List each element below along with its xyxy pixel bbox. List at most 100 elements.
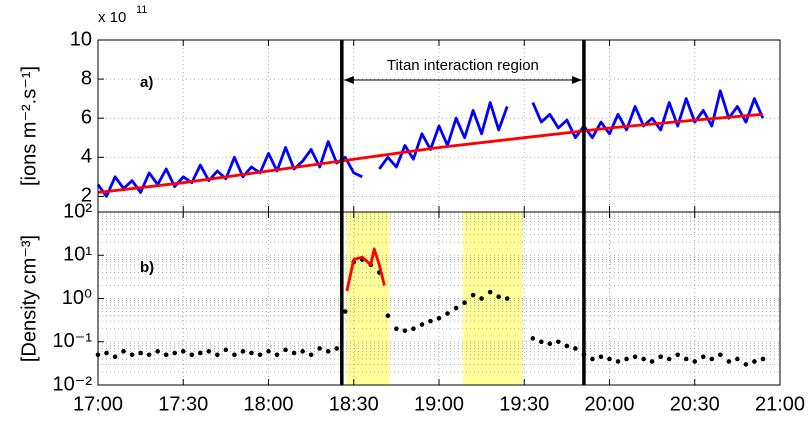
data-point bbox=[163, 352, 169, 358]
y-tick-label: 10⁻² bbox=[53, 373, 93, 395]
data-point bbox=[411, 326, 416, 332]
data-point bbox=[198, 350, 203, 356]
data-point bbox=[155, 349, 160, 354]
data-point bbox=[752, 359, 757, 364]
data-point bbox=[428, 318, 433, 324]
data-point bbox=[726, 359, 732, 364]
data-line bbox=[345, 247, 386, 292]
data-point bbox=[223, 347, 229, 353]
x-tick-label: 21:00 bbox=[755, 393, 805, 415]
data-point bbox=[283, 347, 288, 353]
y-tick-label: 6 bbox=[81, 106, 92, 128]
data-point bbox=[232, 352, 237, 358]
data-point bbox=[215, 352, 220, 358]
y-tick-label: 10² bbox=[63, 200, 92, 222]
scale-exponent: 11 bbox=[136, 4, 147, 16]
data-point bbox=[624, 356, 629, 362]
data-point bbox=[445, 311, 450, 316]
y-tick-label: 2 bbox=[81, 185, 92, 207]
data-point bbox=[496, 294, 501, 300]
y-tick-label: 10 bbox=[70, 28, 92, 50]
data-point bbox=[257, 352, 263, 358]
data-point bbox=[641, 356, 646, 362]
x-tick-label: 18:30 bbox=[329, 393, 379, 415]
data-point bbox=[240, 349, 246, 354]
data-point bbox=[590, 356, 595, 362]
data-point bbox=[342, 309, 348, 314]
data-point bbox=[385, 313, 391, 319]
data-point bbox=[180, 349, 186, 354]
highlight-span bbox=[462, 212, 523, 385]
x-tick-label: 18:00 bbox=[243, 393, 293, 415]
data-point bbox=[291, 350, 297, 356]
y-axis-label: [Density cm⁻³] bbox=[18, 235, 40, 362]
data-point bbox=[539, 339, 544, 345]
data-point bbox=[394, 326, 399, 332]
data-point bbox=[172, 350, 178, 356]
data-point bbox=[692, 359, 698, 364]
data-point bbox=[325, 349, 331, 354]
data-point bbox=[743, 362, 749, 367]
data-point bbox=[556, 339, 561, 345]
y-tick-label: 10⁻¹ bbox=[53, 330, 93, 352]
data-point bbox=[189, 352, 195, 358]
data-point bbox=[249, 350, 254, 356]
data-point bbox=[666, 356, 672, 362]
data-point bbox=[317, 346, 322, 351]
x-tick-label: 20:30 bbox=[670, 393, 720, 415]
data-point bbox=[138, 350, 143, 356]
data-point bbox=[683, 356, 689, 362]
data-point bbox=[300, 349, 305, 354]
data-point bbox=[479, 296, 484, 301]
data-point bbox=[700, 354, 706, 360]
panel-label: b) bbox=[140, 259, 154, 276]
data-point bbox=[146, 352, 152, 358]
data-point bbox=[419, 322, 425, 327]
data-point bbox=[547, 341, 553, 347]
data-point bbox=[308, 352, 314, 358]
data-point bbox=[334, 346, 340, 351]
y-tick-label: 8 bbox=[81, 67, 92, 89]
data-point bbox=[632, 354, 638, 360]
data-point bbox=[274, 352, 280, 358]
data-point bbox=[487, 289, 493, 295]
data-point bbox=[436, 315, 442, 321]
data-line bbox=[97, 112, 764, 194]
data-point bbox=[453, 305, 459, 311]
data-point bbox=[470, 292, 476, 298]
y-axis-label: [ions m⁻².s⁻¹] bbox=[18, 66, 40, 186]
data-point bbox=[607, 356, 612, 362]
data-point bbox=[530, 336, 536, 341]
annotation: Titan interaction region bbox=[387, 57, 539, 74]
panel-label: a) bbox=[140, 74, 153, 91]
x-tick-label: 19:30 bbox=[499, 393, 549, 415]
y-tick-label: 10⁰ bbox=[62, 287, 92, 309]
data-point bbox=[112, 354, 118, 360]
data-point bbox=[709, 356, 715, 362]
y-tick-label: 4 bbox=[81, 146, 92, 168]
scale-label: x 10 bbox=[98, 9, 126, 26]
data-point bbox=[658, 354, 663, 360]
data-point bbox=[104, 350, 109, 356]
data-point bbox=[564, 343, 570, 349]
data-point bbox=[718, 352, 723, 358]
data-point bbox=[129, 352, 135, 358]
x-tick-label: 20:00 bbox=[584, 393, 634, 415]
x-tick-label: 17:30 bbox=[158, 393, 208, 415]
data-point bbox=[573, 346, 578, 351]
data-point bbox=[675, 352, 680, 358]
x-tick-label: 19:00 bbox=[414, 393, 464, 415]
data-point bbox=[649, 359, 655, 364]
data-point bbox=[760, 356, 766, 362]
highlight-span bbox=[346, 212, 390, 385]
x-tick-label: 17:00 bbox=[73, 393, 123, 415]
y-tick-label: 10¹ bbox=[63, 244, 92, 266]
data-point bbox=[598, 354, 604, 360]
data-point bbox=[504, 296, 510, 301]
data-point bbox=[615, 359, 621, 364]
data-point bbox=[206, 349, 212, 354]
data-point bbox=[402, 328, 408, 334]
data-point bbox=[266, 349, 271, 354]
data-point bbox=[462, 300, 467, 305]
